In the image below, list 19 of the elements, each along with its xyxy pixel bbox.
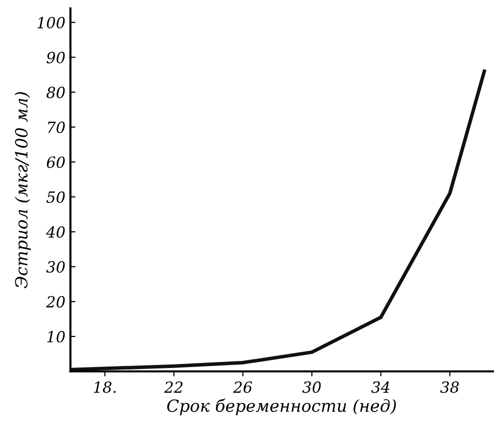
y-tick-label: 20 bbox=[46, 296, 65, 308]
y-tick-label: 90 bbox=[46, 52, 65, 64]
x-tick-label: 34 bbox=[371, 381, 390, 393]
x-axis-title: Срок беременности (нед) bbox=[167, 398, 396, 416]
y-tick-label: 30 bbox=[46, 261, 65, 273]
y-tick-label: 100 bbox=[37, 16, 65, 28]
x-tick-label: 38 bbox=[440, 381, 459, 393]
y-tick-label: 80 bbox=[46, 86, 65, 98]
y-tick-label: 40 bbox=[46, 226, 65, 238]
x-tick-label: 26 bbox=[233, 381, 252, 393]
x-tick-label: 22 bbox=[164, 381, 183, 393]
x-tick-label: 18. bbox=[94, 381, 116, 393]
y-tick-label: 50 bbox=[46, 191, 65, 203]
x-tick-label: 30 bbox=[302, 381, 321, 393]
y-tick-label: 60 bbox=[46, 156, 65, 168]
line-series bbox=[70, 70, 486, 372]
y-tick-label: 70 bbox=[48, 122, 65, 134]
y-tick-label: 10 bbox=[47, 330, 65, 342]
y-axis-title: Эстриол (мкг/100 мл) bbox=[14, 92, 31, 288]
